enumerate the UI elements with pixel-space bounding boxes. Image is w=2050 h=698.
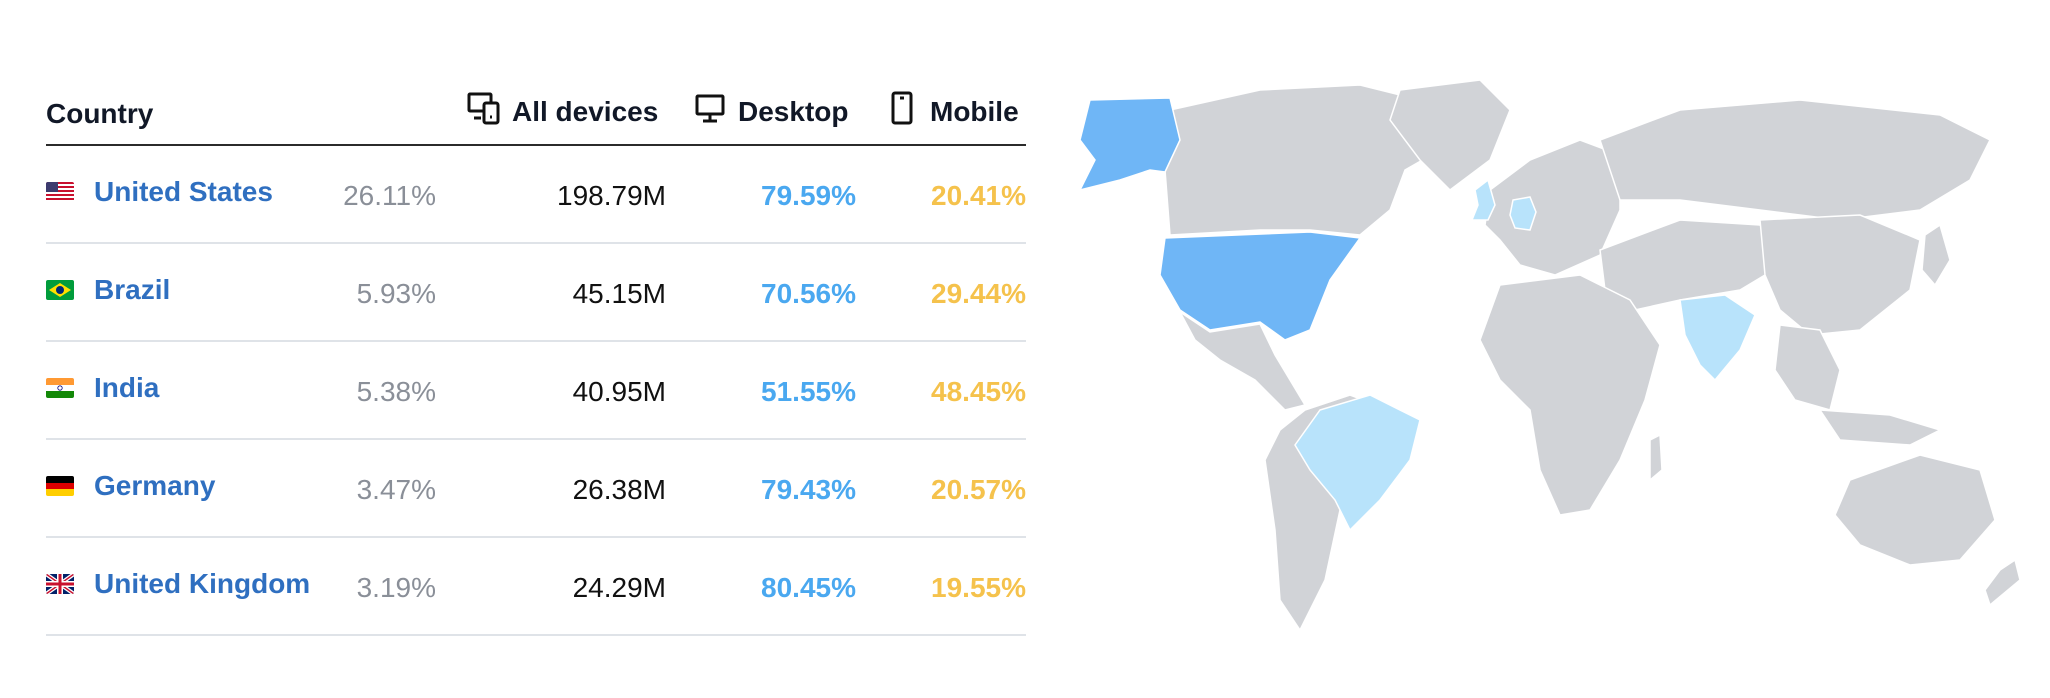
country-link[interactable]: India xyxy=(94,372,160,403)
map-region-alaska[interactable] xyxy=(1078,97,1181,192)
desktop-share: 51.55% xyxy=(761,376,856,407)
map-region-germany[interactable] xyxy=(1509,196,1537,231)
traffic-share: 5.38% xyxy=(356,376,436,407)
header-all-devices-label: All devices xyxy=(512,95,659,127)
germany-flag-icon xyxy=(46,476,74,496)
map-region-russia xyxy=(1599,99,1992,221)
map-region-africa xyxy=(1479,274,1661,516)
header-desktop: Desktop xyxy=(692,90,848,133)
table-row: United Kingdom 3.19% 24.29M 80.45% 19.55… xyxy=(46,538,1026,636)
header-country: Country xyxy=(46,98,154,129)
traffic-share: 26.11% xyxy=(343,180,436,211)
mobile-share: 20.57% xyxy=(931,474,1026,505)
map-region-australia xyxy=(1834,454,1996,566)
all-devices-visits: 40.95M xyxy=(572,376,666,407)
map-region-india[interactable] xyxy=(1679,294,1756,382)
desktop-share: 79.59% xyxy=(761,180,856,211)
header-mobile: Mobile xyxy=(884,90,1019,133)
desktop-icon xyxy=(692,90,728,133)
mobile-icon xyxy=(884,90,920,133)
traffic-share: 3.47% xyxy=(356,474,436,505)
uk-flag-icon xyxy=(46,574,74,594)
map-region-canada xyxy=(1164,84,1462,236)
map-region-europe xyxy=(1484,139,1621,276)
map-region-united-states[interactable] xyxy=(1159,231,1362,341)
all-devices-visits: 26.38M xyxy=(572,474,666,505)
map-region-madagascar xyxy=(1649,433,1663,482)
table-header: Country All devices Desktop xyxy=(46,80,1026,146)
table-row: United States 26.11% 198.79M 79.59% 20.4… xyxy=(46,146,1026,244)
map-region-east-asia xyxy=(1759,214,1921,336)
map-region-southeast-asia xyxy=(1774,324,1841,411)
country-link[interactable]: United Kingdom xyxy=(94,568,311,599)
map-region-greenland xyxy=(1389,79,1511,191)
desktop-share: 79.43% xyxy=(761,474,856,505)
traffic-share: 5.93% xyxy=(356,278,436,309)
desktop-share: 80.45% xyxy=(761,572,856,603)
all-devices-visits: 45.15M xyxy=(572,278,666,309)
mobile-share: 20.41% xyxy=(931,180,1026,211)
map-region-mexico xyxy=(1179,311,1307,411)
mobile-share: 19.55% xyxy=(931,572,1026,603)
us-flag-icon xyxy=(46,182,74,202)
table-row: Germany 3.47% 26.38M 79.43% 20.57% xyxy=(46,440,1026,538)
india-flag-icon xyxy=(46,378,74,398)
country-link[interactable]: Brazil xyxy=(94,274,171,305)
world-map xyxy=(1060,60,2030,660)
map-region-new-zealand xyxy=(1984,558,2021,607)
mobile-share: 29.44% xyxy=(931,278,1026,309)
country-link[interactable]: Germany xyxy=(94,470,216,501)
map-region-indonesia xyxy=(1818,409,1943,446)
table-row: Brazil 5.93% 45.15M 70.56% 29.44% xyxy=(46,244,1026,342)
all-devices-visits: 24.29M xyxy=(572,572,666,603)
map-region-united-kingdom[interactable] xyxy=(1470,178,1496,221)
header-mobile-label: Mobile xyxy=(930,95,1019,127)
header-all-devices: All devices xyxy=(466,90,658,133)
header-desktop-label: Desktop xyxy=(738,95,849,127)
traffic-share: 3.19% xyxy=(356,572,436,603)
table-row: India 5.38% 40.95M 51.55% 48.45% xyxy=(46,342,1026,440)
country-link[interactable]: United States xyxy=(94,176,273,207)
brazil-flag-icon xyxy=(46,280,74,300)
map-region-japan xyxy=(1921,223,1951,287)
map-region-brazil[interactable] xyxy=(1294,394,1421,532)
traffic-by-country-table: Country All devices Desktop xyxy=(46,80,1026,636)
all-devices-icon xyxy=(466,90,502,133)
all-devices-visits: 198.79M xyxy=(557,180,666,211)
mobile-share: 48.45% xyxy=(931,376,1026,407)
desktop-share: 70.56% xyxy=(761,278,856,309)
